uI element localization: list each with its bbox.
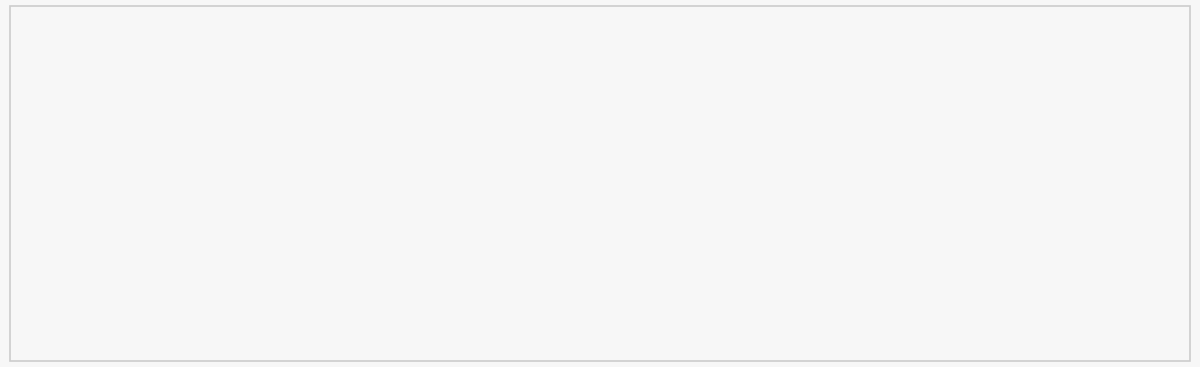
Text: Some banks now have biweekly mortgages (that is, with payments every other week): Some banks now have biweekly mortgages (…: [82, 33, 772, 46]
Text: ✗: ✗: [391, 244, 407, 262]
Text: ✗: ✗: [391, 306, 407, 324]
Text: payment size: payment size: [142, 334, 227, 347]
Text: 7.5%: 7.5%: [425, 292, 460, 306]
Text: , compounded biweekly. (Assume a standard 52-week year.): , compounded biweekly. (Assume a standar…: [451, 292, 836, 306]
Text: 7.5%: 7.5%: [418, 153, 454, 166]
Text: $: $: [229, 334, 236, 347]
FancyBboxPatch shape: [236, 324, 378, 357]
Text: ✗: ✗: [383, 198, 398, 217]
Text: $: $: [238, 247, 245, 260]
FancyBboxPatch shape: [245, 298, 386, 331]
Text: $: $: [238, 309, 245, 321]
Text: finding the payment size and the total interest paid over the life of the loan u: finding the payment size and the total i…: [82, 70, 959, 84]
Text: total interest: total interest: [142, 309, 224, 321]
Text: $: $: [229, 201, 236, 214]
Text: (a) Payments are monthly, and the rate is: (a) Payments are monthly, and the rate i…: [142, 153, 413, 166]
FancyBboxPatch shape: [236, 191, 378, 224]
Text: 1034.59: 1034.59: [240, 201, 293, 214]
Text: 170199.15: 170199.15: [248, 309, 318, 321]
Text: by: by: [884, 33, 904, 46]
Text: 170376.29: 170376.29: [248, 247, 317, 260]
Text: to the nearest cent.): to the nearest cent.): [82, 108, 212, 121]
Text: total interest: total interest: [142, 247, 224, 260]
Text: payment size: payment size: [142, 201, 227, 214]
Text: (b) Payments are biweekly, and the rate is: (b) Payments are biweekly, and the rate …: [142, 292, 416, 306]
Text: 7.5%: 7.5%: [858, 33, 893, 46]
Text: , compounded monthly.: , compounded monthly.: [444, 153, 595, 166]
FancyBboxPatch shape: [245, 237, 386, 270]
Text: loan at: loan at: [798, 33, 851, 46]
Text: $140,000: $140,000: [745, 33, 812, 46]
